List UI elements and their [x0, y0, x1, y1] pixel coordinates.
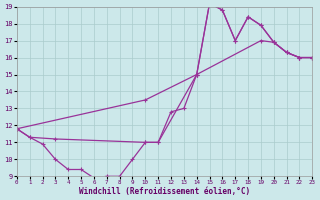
X-axis label: Windchill (Refroidissement éolien,°C): Windchill (Refroidissement éolien,°C) — [79, 187, 250, 196]
